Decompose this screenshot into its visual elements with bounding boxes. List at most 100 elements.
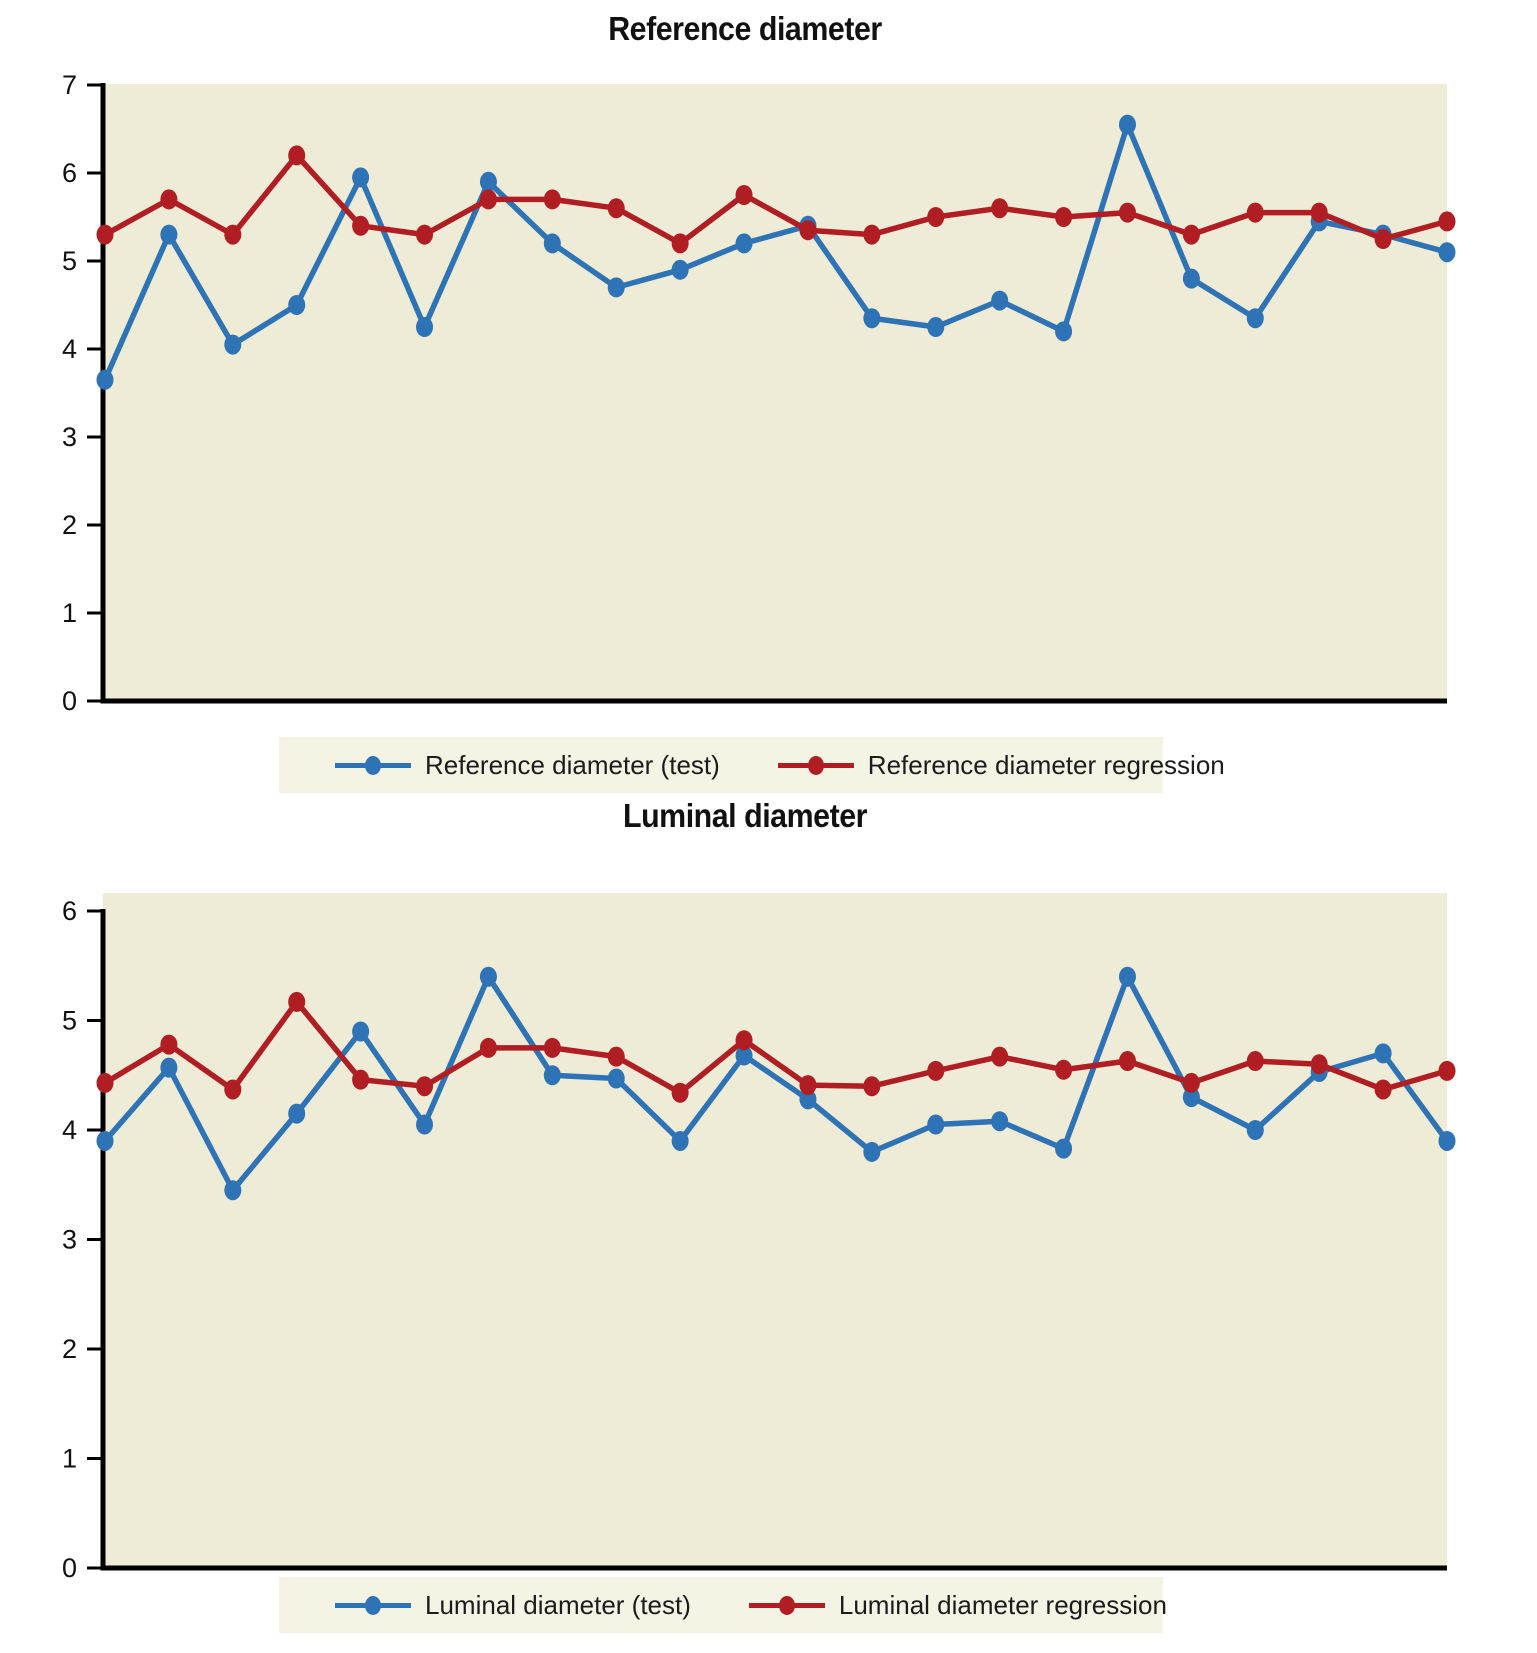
data-point (543, 189, 561, 210)
data-point (352, 167, 370, 188)
y-axis-tick (87, 171, 103, 175)
data-point (863, 224, 881, 245)
legend-item-reference-test: Reference diameter (test) (335, 750, 720, 781)
data-point (1055, 207, 1073, 227)
data-point (735, 1045, 753, 1066)
data-point (1438, 211, 1456, 232)
reference-diameter-legend: Reference diameter (test) Reference diam… (279, 737, 1225, 793)
y-axis-tick (87, 1457, 103, 1460)
data-point (607, 277, 625, 298)
legend-label: Reference diameter (test) (425, 749, 720, 780)
data-point (160, 1057, 178, 1078)
data-point (1374, 229, 1392, 249)
data-point (96, 369, 114, 390)
reference-diameter-chart: 0 1 2 3 4 5 6 7 (62, 70, 1456, 716)
y-axis-tick (87, 611, 103, 615)
data-point (288, 145, 306, 166)
y-axis-tick-label: 5 (62, 1006, 77, 1036)
data-point (160, 224, 178, 245)
luminal-diameter-chart-title: Luminal diameter (622, 797, 868, 834)
data-point (352, 215, 370, 236)
data-point (1374, 1079, 1392, 1100)
data-point (352, 1021, 370, 1042)
data-point (735, 233, 753, 254)
y-axis-tick-label: 1 (62, 1444, 77, 1474)
data-point (607, 1046, 625, 1067)
data-point (543, 233, 561, 254)
y-axis-tick (87, 1347, 103, 1351)
data-point (671, 1130, 689, 1151)
y-axis-tick (87, 259, 103, 263)
data-point (1246, 1120, 1264, 1140)
y-axis-tick-label: 3 (62, 422, 77, 452)
series-line-1 (102, 152, 1450, 247)
data-point (416, 1114, 434, 1135)
data-point (735, 185, 753, 205)
data-point (416, 317, 434, 337)
data-point (863, 1141, 881, 1162)
data-point (1246, 1051, 1264, 1072)
data-point (96, 224, 114, 245)
data-point (991, 198, 1009, 219)
data-point (1182, 1072, 1200, 1093)
y-axis-tick-label: 7 (62, 70, 77, 100)
legend-item-luminal-regression: Luminal diameter regression (748, 1590, 1167, 1621)
data-point (1182, 224, 1200, 245)
data-point (1438, 1060, 1456, 1081)
y-axis-tick-label: 0 (62, 1553, 77, 1583)
legend-item-reference-regression: Reference diameter regression (777, 749, 1225, 781)
data-point (288, 991, 306, 1012)
data-point (863, 1076, 881, 1097)
reference-diameter-chart-title: Reference diameter (608, 10, 882, 47)
y-axis-tick-label: 6 (62, 896, 77, 926)
data-point (1182, 268, 1200, 289)
data-point (671, 1082, 689, 1103)
data-point (543, 1065, 561, 1086)
data-point (799, 1075, 817, 1096)
y-axis-line (100, 83, 106, 703)
blue-line-dot-marker-icon (335, 1594, 411, 1616)
data-point (416, 1076, 434, 1097)
data-point (799, 1089, 817, 1110)
y-axis-tick (87, 1019, 103, 1022)
plot-area (103, 893, 1447, 1568)
red-line-dot-marker-icon (777, 754, 854, 776)
data-point (160, 189, 178, 210)
y-axis-tick (87, 347, 103, 351)
data-point (927, 207, 945, 227)
data-point (607, 1068, 625, 1089)
data-point (288, 1103, 306, 1124)
x-axis-line (100, 698, 1447, 704)
y-axis-tick-label: 0 (62, 686, 77, 716)
data-point (927, 1060, 945, 1081)
y-axis-tick (87, 1128, 103, 1132)
data-point (1055, 1138, 1073, 1159)
data-point (1438, 242, 1456, 263)
data-point (1055, 1059, 1073, 1080)
data-point (607, 198, 625, 219)
data-point (543, 1037, 561, 1058)
data-point (96, 1130, 114, 1151)
data-point (1118, 114, 1136, 135)
data-point (1118, 202, 1136, 223)
y-axis-tick-label: 4 (62, 334, 77, 364)
y-axis-tick-label: 1 (62, 598, 77, 628)
data-point (479, 171, 497, 192)
y-axis-tick-label: 2 (62, 1334, 77, 1364)
legend-label: Reference diameter regression (867, 749, 1225, 780)
y-axis-tick (87, 1238, 103, 1241)
red-line-dot-marker-icon (748, 1594, 825, 1616)
luminal-diameter-chart: 0 1 2 3 4 5 6 (62, 893, 1456, 1583)
data-point (224, 224, 242, 245)
data-point (1118, 966, 1136, 987)
data-point (927, 1114, 945, 1135)
data-point (288, 295, 306, 315)
y-axis-tick (87, 523, 103, 527)
data-point (799, 220, 817, 241)
y-axis-tick (87, 83, 103, 87)
data-point (1438, 1130, 1456, 1151)
series-line-0 (102, 121, 1450, 383)
data-point (352, 1069, 370, 1090)
data-point (479, 189, 497, 210)
